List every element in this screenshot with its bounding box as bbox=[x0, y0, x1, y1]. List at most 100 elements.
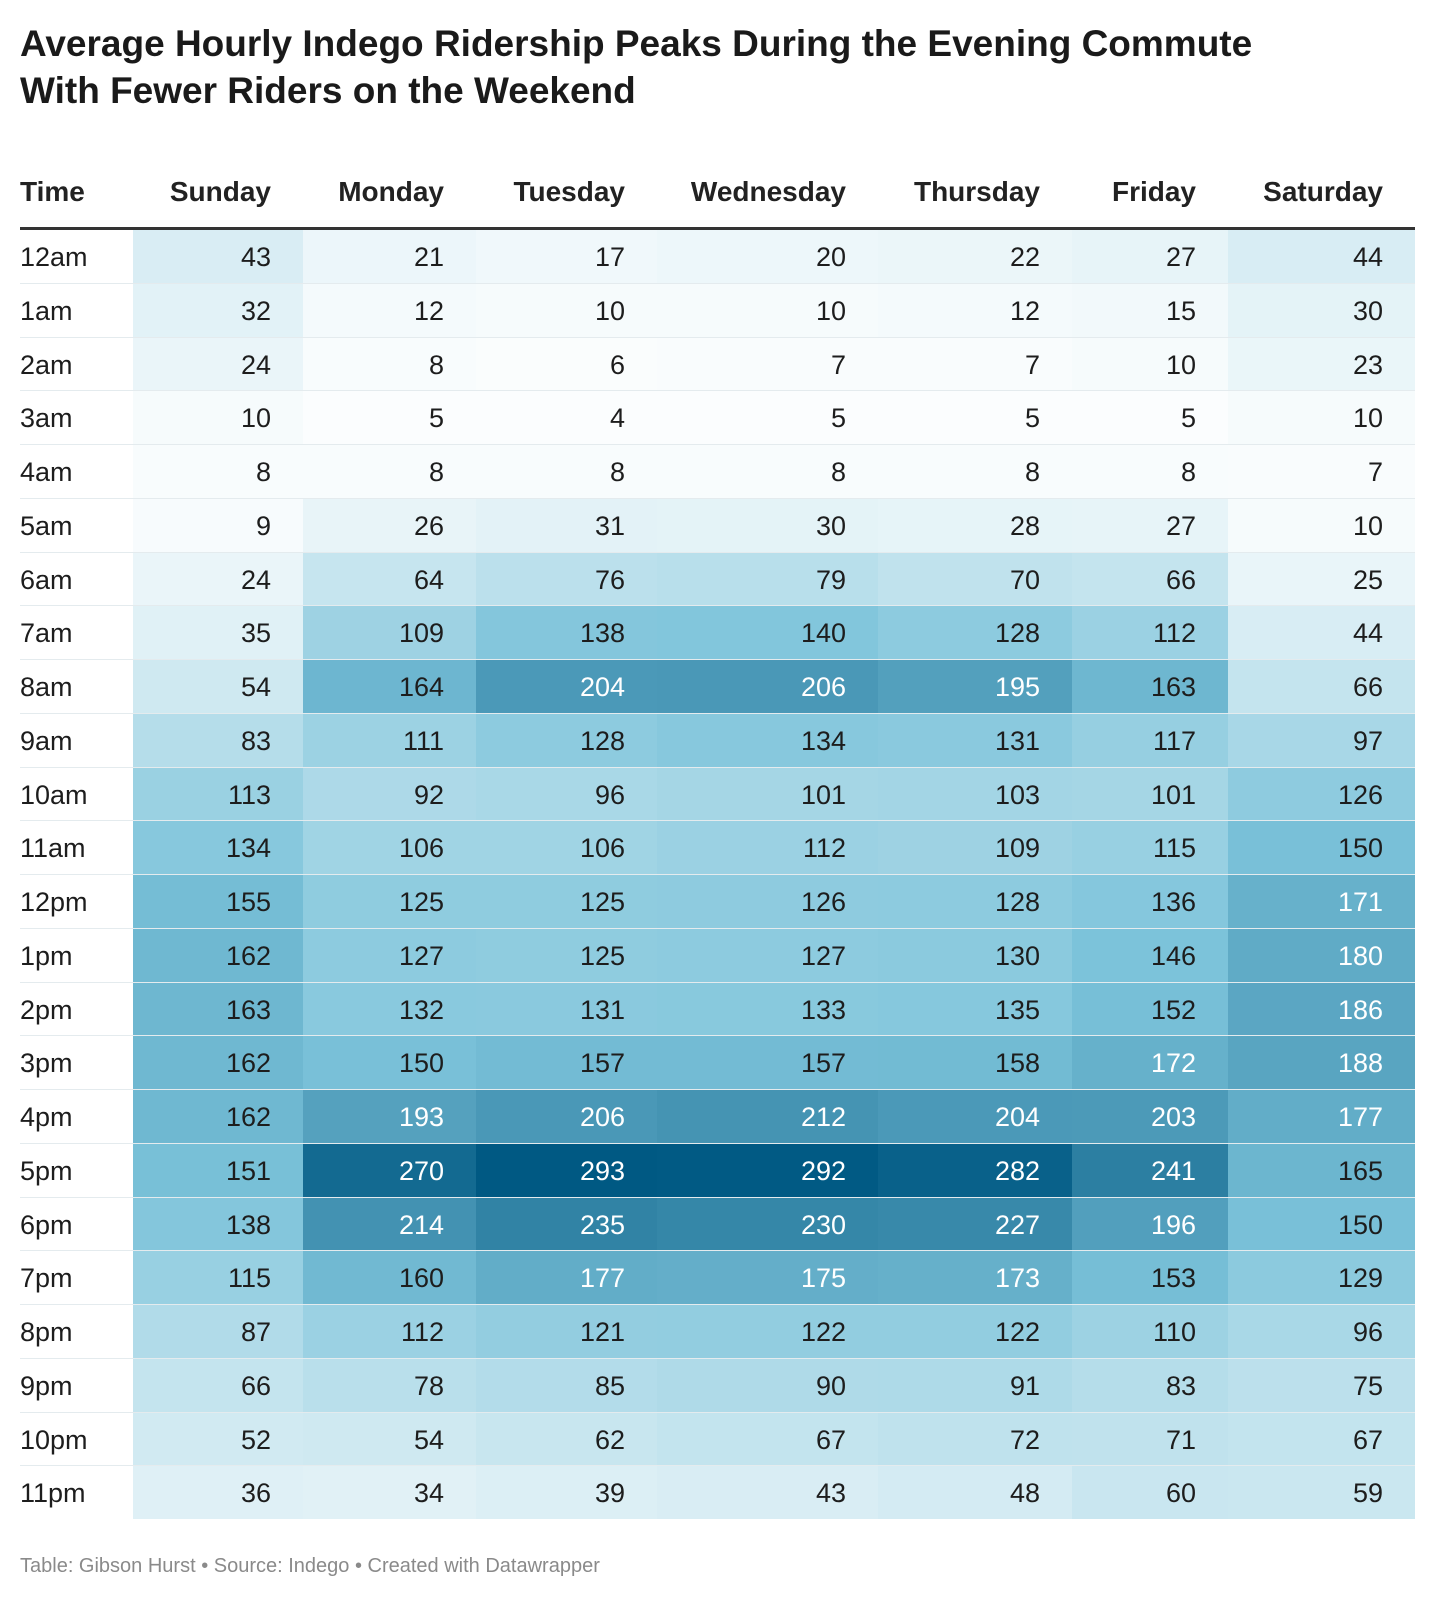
heat-cell-wednesday: 79 bbox=[657, 552, 878, 606]
heat-cell-saturday: 59 bbox=[1228, 1466, 1415, 1520]
heat-cell-tuesday: 131 bbox=[476, 982, 657, 1036]
heat-cell-sunday: 83 bbox=[133, 713, 303, 767]
heat-cell-sunday: 113 bbox=[133, 767, 303, 821]
heat-cell-sunday: 66 bbox=[133, 1358, 303, 1412]
heat-cell-thursday: 109 bbox=[878, 821, 1072, 875]
heat-cell-wednesday: 206 bbox=[657, 660, 878, 713]
heat-cell-friday: 15 bbox=[1072, 283, 1228, 337]
heat-cell-sunday: 24 bbox=[133, 552, 303, 606]
row-divider bbox=[20, 1250, 1415, 1252]
heat-cell-wednesday: 292 bbox=[657, 1143, 878, 1197]
row-divider bbox=[20, 336, 1415, 338]
row-divider bbox=[20, 659, 1415, 660]
heat-cell-wednesday: 127 bbox=[657, 928, 878, 982]
heat-cell-tuesday: 8 bbox=[476, 445, 657, 498]
heat-cell-tuesday: 96 bbox=[476, 767, 657, 821]
heat-cell-monday: 112 bbox=[303, 1305, 476, 1358]
heat-cell-sunday: 162 bbox=[133, 1090, 303, 1143]
heat-cell-sunday: 134 bbox=[133, 821, 303, 875]
heat-cell-thursday: 130 bbox=[878, 928, 1072, 982]
heat-cell-thursday: 227 bbox=[878, 1197, 1072, 1251]
heat-cell-friday: 27 bbox=[1072, 230, 1228, 283]
row-divider bbox=[20, 1035, 1415, 1037]
heat-cell-thursday: 12 bbox=[878, 283, 1072, 337]
heat-cell-wednesday: 30 bbox=[657, 498, 878, 552]
heat-cell-saturday: 44 bbox=[1228, 606, 1415, 660]
row-divider bbox=[20, 390, 1415, 392]
heat-cell-tuesday: 85 bbox=[476, 1358, 657, 1412]
row-label-time: 8pm bbox=[20, 1317, 73, 1347]
row-divider bbox=[20, 927, 1415, 929]
row-label-time: 9pm bbox=[20, 1370, 73, 1401]
heat-cell-saturday: 25 bbox=[1228, 552, 1415, 606]
row-divider bbox=[20, 874, 1415, 875]
heat-cell-saturday: 150 bbox=[1228, 1197, 1415, 1251]
heat-cell-saturday: 96 bbox=[1228, 1305, 1415, 1358]
heat-cell-wednesday: 126 bbox=[657, 875, 878, 928]
heat-cell-tuesday: 157 bbox=[476, 1036, 657, 1090]
heat-cell-friday: 71 bbox=[1072, 1412, 1228, 1466]
row-divider bbox=[20, 282, 1415, 284]
heat-cell-sunday: 162 bbox=[133, 928, 303, 982]
heat-cell-saturday: 126 bbox=[1228, 767, 1415, 821]
row-label-time: 1am bbox=[20, 295, 73, 326]
heat-cell-tuesday: 4 bbox=[476, 391, 657, 445]
heat-cell-saturday: 23 bbox=[1228, 337, 1415, 391]
heat-cell-wednesday: 212 bbox=[657, 1090, 878, 1143]
heat-cell-thursday: 158 bbox=[878, 1036, 1072, 1090]
heat-cell-sunday: 9 bbox=[133, 498, 303, 552]
heat-cell-friday: 146 bbox=[1072, 928, 1228, 982]
heat-cell-sunday: 10 bbox=[133, 391, 303, 445]
heat-cell-tuesday: 138 bbox=[476, 606, 657, 660]
heat-cell-tuesday: 235 bbox=[476, 1197, 657, 1251]
heat-cell-saturday: 7 bbox=[1228, 445, 1415, 498]
chart-title-line-2: With Fewer Riders on the Weekend bbox=[20, 70, 636, 111]
heat-cell-wednesday: 134 bbox=[657, 713, 878, 767]
row-label-time: 6pm bbox=[20, 1209, 73, 1240]
heat-cell-sunday: 162 bbox=[133, 1036, 303, 1090]
heat-cell-friday: 196 bbox=[1072, 1197, 1228, 1251]
heat-cell-saturday: 75 bbox=[1228, 1358, 1415, 1412]
heat-cell-monday: 64 bbox=[303, 552, 476, 606]
heat-cell-wednesday: 122 bbox=[657, 1305, 878, 1358]
column-header-saturday: Saturday bbox=[1263, 176, 1383, 207]
heat-cell-wednesday: 5 bbox=[657, 391, 878, 445]
heat-cell-thursday: 282 bbox=[878, 1143, 1072, 1197]
heat-cell-sunday: 151 bbox=[133, 1143, 303, 1197]
row-label-time: 5am bbox=[20, 510, 73, 541]
heat-cell-friday: 27 bbox=[1072, 498, 1228, 552]
heat-cell-monday: 125 bbox=[303, 875, 476, 928]
heat-cell-tuesday: 39 bbox=[476, 1466, 657, 1520]
heat-cell-friday: 83 bbox=[1072, 1358, 1228, 1412]
heat-cell-friday: 10 bbox=[1072, 337, 1228, 391]
heat-cell-sunday: 36 bbox=[133, 1466, 303, 1520]
row-label-time: 10pm bbox=[20, 1424, 88, 1455]
row-label-time: 4am bbox=[20, 457, 73, 487]
heat-cell-thursday: 72 bbox=[878, 1412, 1072, 1466]
heat-cell-sunday: 8 bbox=[133, 445, 303, 498]
column-header-tuesday: Tuesday bbox=[513, 176, 625, 207]
row-label-time: 11am bbox=[20, 833, 86, 864]
heat-cell-saturday: 186 bbox=[1228, 982, 1415, 1036]
heat-cell-saturday: 67 bbox=[1228, 1412, 1415, 1466]
heat-cell-thursday: 122 bbox=[878, 1305, 1072, 1358]
row-label-time: 2pm bbox=[20, 994, 73, 1025]
heat-cell-saturday: 150 bbox=[1228, 821, 1415, 875]
row-divider bbox=[20, 766, 1415, 768]
heat-cell-thursday: 8 bbox=[878, 445, 1072, 498]
row-label-time: 4pm bbox=[20, 1102, 73, 1132]
heat-cell-monday: 34 bbox=[303, 1466, 476, 1520]
heat-cell-thursday: 128 bbox=[878, 875, 1072, 928]
footer-credits: Table: Gibson Hurst • Source: Indego • C… bbox=[20, 1555, 600, 1577]
chart-title-line-1: Average Hourly Indego Ridership Peaks Du… bbox=[20, 23, 1253, 64]
row-divider bbox=[20, 551, 1415, 553]
heat-cell-saturday: 44 bbox=[1228, 230, 1415, 283]
column-header-sunday: Sunday bbox=[169, 176, 271, 207]
heat-cell-tuesday: 204 bbox=[476, 660, 657, 713]
heat-cell-tuesday: 31 bbox=[476, 498, 657, 552]
heat-cell-monday: 21 bbox=[303, 230, 476, 283]
heat-cell-monday: 160 bbox=[303, 1251, 476, 1305]
heat-cell-thursday: 48 bbox=[878, 1466, 1072, 1520]
row-divider bbox=[20, 981, 1415, 983]
heat-cell-friday: 152 bbox=[1072, 982, 1228, 1036]
